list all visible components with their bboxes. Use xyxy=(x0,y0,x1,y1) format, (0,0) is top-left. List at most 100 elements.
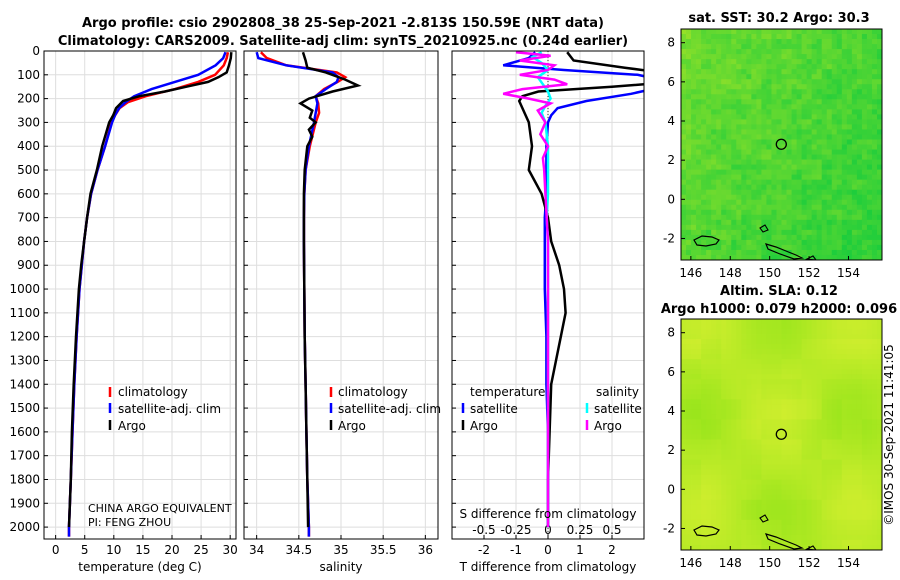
heatmap-cell xyxy=(806,439,813,445)
heatmap-cell xyxy=(851,89,858,95)
heatmap-cell xyxy=(706,134,712,140)
heatmap-cell xyxy=(706,94,712,100)
heatmap-cell xyxy=(876,489,882,496)
heatmap-cell xyxy=(841,89,848,95)
heatmap-cell xyxy=(761,519,767,526)
heatmap-cell xyxy=(686,194,692,201)
heatmap-cell xyxy=(716,539,722,546)
heatmap-cell xyxy=(791,434,797,440)
heatmap-cell xyxy=(776,504,782,511)
heatmap-cell xyxy=(686,139,692,145)
heatmap-cell xyxy=(726,204,732,211)
heatmap-cell xyxy=(841,384,848,390)
heatmap-cell xyxy=(876,179,882,186)
heatmap-cell xyxy=(706,34,712,40)
heatmap-cell xyxy=(861,154,868,160)
heatmap-cell xyxy=(741,189,747,196)
heatmap-cell xyxy=(746,359,752,365)
heatmap-cell xyxy=(711,479,717,486)
heatmap-cell xyxy=(746,504,752,511)
heatmap-cell xyxy=(771,174,777,181)
lat-tick-label: 8 xyxy=(667,326,675,340)
heatmap-cell xyxy=(846,409,853,415)
heatmap-cell xyxy=(711,384,717,390)
heatmap-cell xyxy=(726,439,732,445)
heatmap-cell xyxy=(871,149,878,155)
heatmap-cell xyxy=(736,99,742,105)
heatmap-cell xyxy=(781,214,787,221)
heatmap-cell xyxy=(746,384,752,390)
heatmap-cell xyxy=(721,404,727,410)
heatmap-cell xyxy=(716,64,722,70)
heatmap-cell xyxy=(811,409,818,415)
heatmap-cell xyxy=(736,204,742,211)
heatmap-cell xyxy=(796,409,803,415)
heatmap-cell xyxy=(716,224,722,231)
heatmap-cell xyxy=(701,429,707,435)
heatmap-cell xyxy=(811,444,818,450)
heatmap-cell xyxy=(706,179,712,186)
heatmap-cell xyxy=(801,444,808,450)
heatmap-cell xyxy=(791,524,797,531)
heatmap-cell xyxy=(786,469,792,476)
heatmap-cell xyxy=(786,84,792,90)
heatmap-cell xyxy=(761,74,767,80)
heatmap-cell xyxy=(751,254,757,260)
heatmap-cell xyxy=(876,504,882,511)
heatmap-cell xyxy=(781,449,787,455)
heatmap-cell xyxy=(681,439,687,445)
heatmap-cell xyxy=(751,414,757,420)
heatmap-cell xyxy=(686,404,692,410)
heatmap-cell xyxy=(706,514,712,521)
heatmap-cell xyxy=(771,119,777,125)
heatmap-cell xyxy=(766,219,772,226)
heatmap-cell xyxy=(831,474,838,481)
heatmap-cell xyxy=(841,349,848,355)
heatmap-cell xyxy=(726,339,732,345)
heatmap-cell xyxy=(866,114,873,120)
heatmap-cell xyxy=(826,344,833,350)
heatmap-cell xyxy=(776,459,782,466)
heatmap-cell xyxy=(726,344,732,350)
heatmap-cell xyxy=(716,504,722,511)
heatmap-cell xyxy=(871,369,878,375)
heatmap-cell xyxy=(841,339,848,345)
heatmap-cell xyxy=(711,69,717,75)
legend-salinity-title: salinity xyxy=(596,385,639,399)
heatmap-cell xyxy=(691,429,697,435)
heatmap-cell xyxy=(771,539,777,546)
heatmap-cell xyxy=(861,339,868,345)
heatmap-cell xyxy=(681,199,687,206)
heatmap-cell xyxy=(806,249,813,256)
heatmap-cell xyxy=(816,134,823,140)
heatmap-cell xyxy=(776,349,782,355)
y-tick-label: 1200 xyxy=(9,330,40,344)
heatmap-cell xyxy=(701,514,707,521)
heatmap-cell xyxy=(731,474,737,481)
heatmap-cell xyxy=(816,534,823,541)
heatmap-cell xyxy=(846,134,853,140)
heatmap-cell xyxy=(801,464,808,471)
heatmap-cell xyxy=(826,334,833,340)
heatmap-cell xyxy=(821,164,828,171)
heatmap-cell xyxy=(796,254,803,260)
heatmap-cell xyxy=(826,219,833,226)
heatmap-cell xyxy=(751,164,757,171)
heatmap-cell xyxy=(816,544,823,550)
heatmap-cell xyxy=(871,139,878,145)
heatmap-cell xyxy=(876,354,882,360)
heatmap-cell xyxy=(781,174,787,181)
heatmap-cell xyxy=(821,159,828,165)
heatmap-cell xyxy=(766,504,772,511)
heatmap-cell xyxy=(816,224,823,231)
heatmap-cell xyxy=(746,209,752,216)
heatmap-cell xyxy=(741,484,747,491)
heatmap-cell xyxy=(846,454,853,461)
heatmap-cell xyxy=(716,44,722,50)
heatmap-cell xyxy=(686,534,692,541)
heatmap-cell xyxy=(716,99,722,105)
heatmap-cell xyxy=(681,334,687,340)
heatmap-cell xyxy=(761,439,767,445)
heatmap-cell xyxy=(691,29,697,35)
heatmap-cell xyxy=(851,539,858,546)
